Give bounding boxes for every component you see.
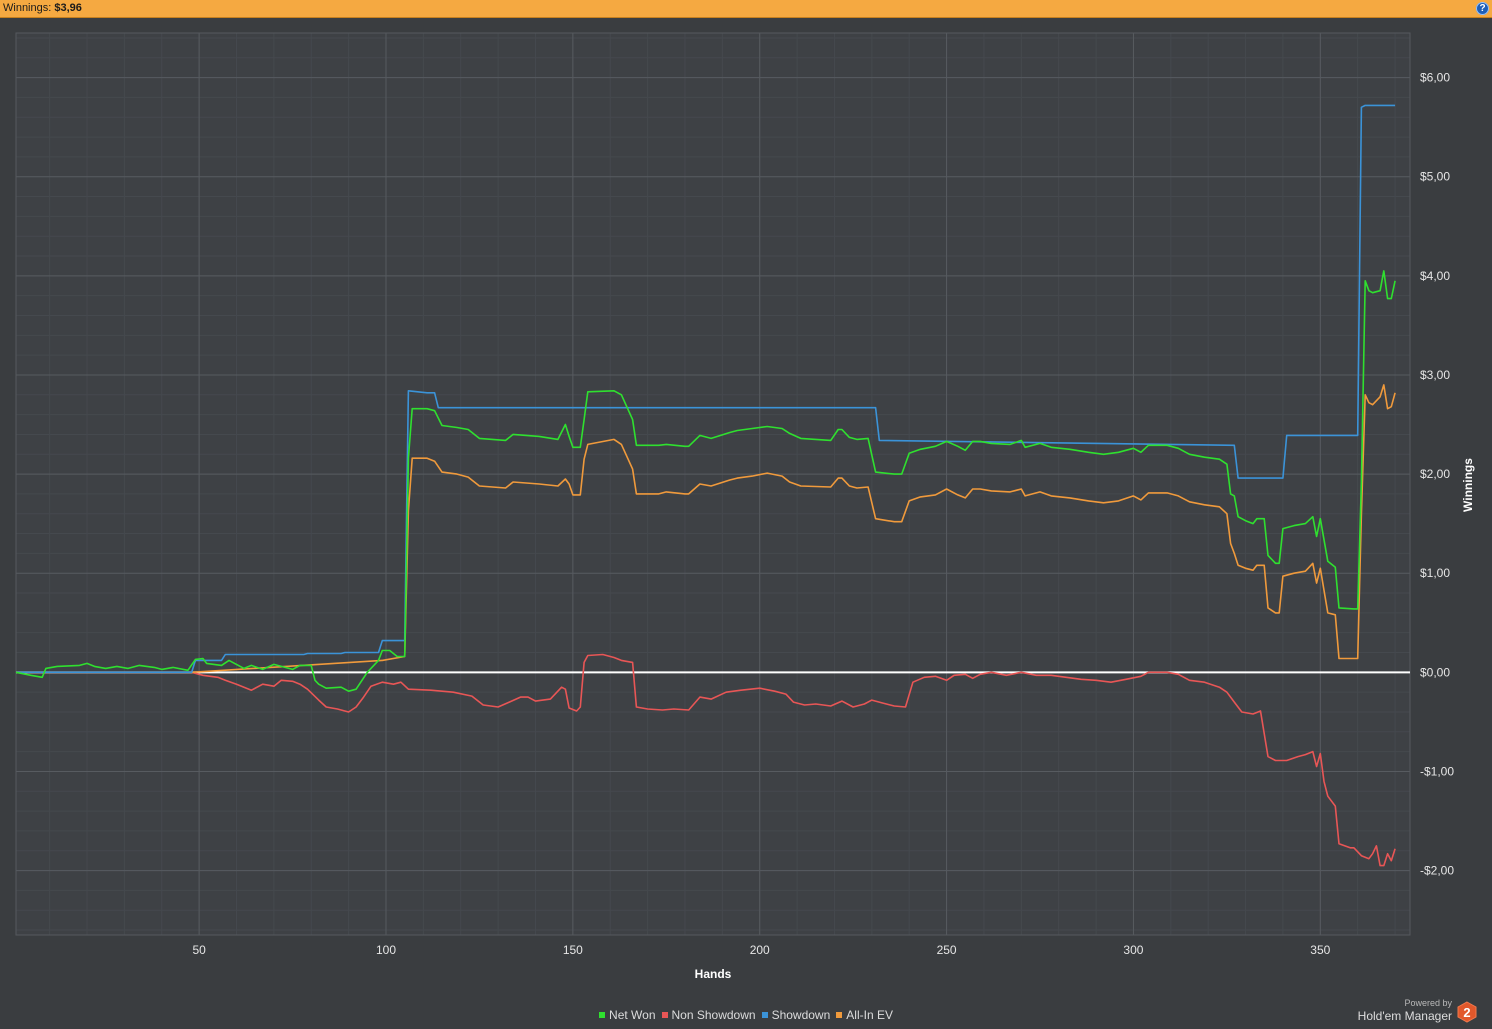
legend-item-showdown[interactable]: Showdown xyxy=(761,1008,831,1022)
y-tick-label: $2,00 xyxy=(1420,467,1450,481)
legend-swatch-net-won xyxy=(599,1011,606,1018)
legend-item-net-won[interactable]: Net Won xyxy=(599,1008,656,1022)
x-tick-label: 150 xyxy=(563,943,583,957)
winnings-value: $3,96 xyxy=(54,2,82,14)
y-tick-label: $0,00 xyxy=(1420,665,1450,679)
powered-by-label: Powered by xyxy=(1404,998,1452,1008)
x-tick-label: 350 xyxy=(1310,943,1330,957)
legend-item-non-showdown[interactable]: Non Showdown xyxy=(661,1008,756,1022)
series-line-non-showdown xyxy=(16,653,1396,867)
legend-label: All-In EV xyxy=(846,1008,893,1022)
y-tick-label: $1,00 xyxy=(1420,566,1450,580)
major-grid xyxy=(16,33,1410,935)
help-icon[interactable]: ? xyxy=(1476,2,1489,15)
chart-legend: Net Won Non Showdown Showdown All-In EV xyxy=(0,1008,1492,1024)
y-tick-label: -$1,00 xyxy=(1420,764,1454,778)
x-tick-label: 250 xyxy=(937,943,957,957)
series-line-all-in-ev xyxy=(16,384,1396,674)
x-tick-label: 50 xyxy=(192,943,206,957)
winnings-summary: Winnings: $3,96 xyxy=(3,2,82,14)
brand-name: Hold'em Manager xyxy=(1357,1009,1452,1023)
series-line-net-won xyxy=(15,270,1396,693)
y-axis-title: Winnings xyxy=(1461,458,1475,512)
y-tick-label: $6,00 xyxy=(1420,71,1450,85)
legend-label: Net Won xyxy=(609,1008,656,1022)
x-axis-ticks: 50 100 150 200 250 300 350 xyxy=(192,943,1330,957)
winnings-label: Winnings: xyxy=(3,2,52,14)
legend-label: Non Showdown xyxy=(671,1008,756,1022)
series-line-showdown xyxy=(16,104,1396,674)
y-tick-label: $3,00 xyxy=(1420,368,1450,382)
x-axis-title: Hands xyxy=(695,967,732,981)
x-tick-label: 100 xyxy=(376,943,396,957)
x-tick-label: 300 xyxy=(1123,943,1143,957)
series-lines xyxy=(15,104,1396,867)
legend-item-all-in-ev[interactable]: All-In EV xyxy=(836,1008,893,1022)
legend-swatch-non-showdown xyxy=(661,1011,668,1018)
hm2-logo-icon: 2 xyxy=(1457,1001,1477,1023)
winnings-header-bar: Winnings: $3,96 ? xyxy=(0,0,1492,18)
y-tick-label: -$2,00 xyxy=(1420,864,1454,878)
hm2-logo-text: 2 xyxy=(1463,1005,1470,1020)
plot-area xyxy=(16,33,1410,935)
legend-swatch-showdown xyxy=(761,1011,768,1018)
plot-border xyxy=(15,32,1411,936)
y-axis-ticks: -$2,00 -$1,00 $0,00 $1,00 $2,00 $3,00 $4,00 $5,… xyxy=(1420,71,1454,878)
y-tick-label: $4,00 xyxy=(1420,269,1450,283)
y-tick-label: $5,00 xyxy=(1420,170,1450,184)
legend-label: Showdown xyxy=(771,1008,831,1022)
x-tick-label: 200 xyxy=(750,943,770,957)
legend-swatch-all-in-ev xyxy=(836,1011,843,1018)
